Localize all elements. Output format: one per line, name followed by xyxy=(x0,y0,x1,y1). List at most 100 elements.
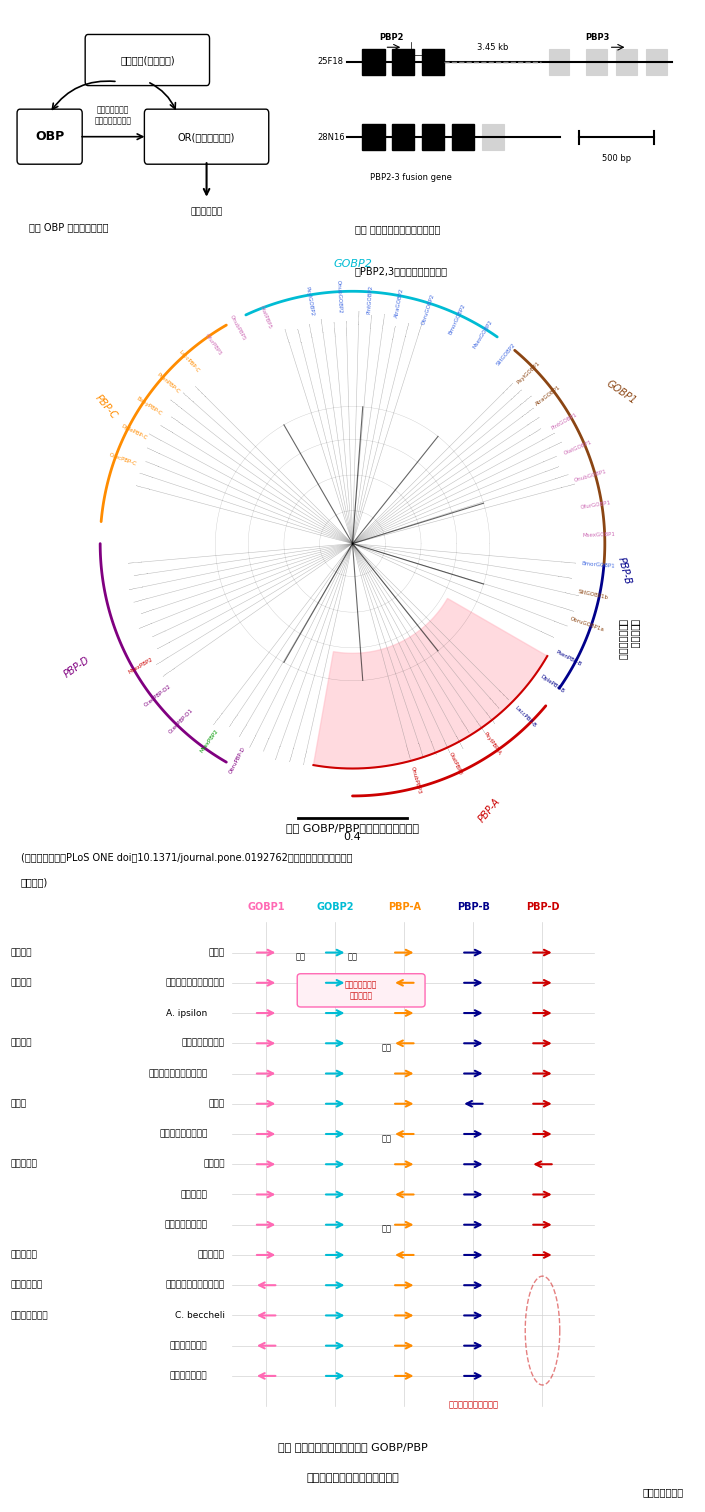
Text: 逆位: 逆位 xyxy=(382,1225,392,1234)
Text: PxylGOBP1: PxylGOBP1 xyxy=(517,361,541,386)
Text: OnubPBP3: OnubPBP3 xyxy=(410,765,422,794)
Text: PBP-B: PBP-B xyxy=(457,903,490,912)
Text: 28N16: 28N16 xyxy=(317,133,345,142)
Text: OBP: OBP xyxy=(35,130,64,144)
FancyBboxPatch shape xyxy=(85,35,209,86)
Text: シロチョウ科: シロチョウ科 xyxy=(11,1281,43,1290)
Text: 25F18: 25F18 xyxy=(317,57,343,67)
Text: ハチョウ科: ハチョウ科 xyxy=(11,1250,37,1259)
Text: CcecPBP-D1: CcecPBP-D1 xyxy=(168,708,195,735)
Bar xyxy=(422,124,444,151)
Text: AtraGOBP2: AtraGOBP2 xyxy=(394,287,405,318)
Bar xyxy=(452,124,474,151)
Text: AtraGOBP1: AtraGOBP1 xyxy=(535,384,563,407)
Text: MsexGOBP1: MsexGOBP1 xyxy=(582,532,615,538)
Text: PsenPBP-B: PsenPBP-B xyxy=(555,650,582,667)
Text: OlatPBP3: OlatPBP3 xyxy=(448,751,462,776)
Text: オオカバマダラ: オオカバマダラ xyxy=(170,1341,207,1350)
Text: カイコガ: カイコガ xyxy=(203,1160,225,1169)
Text: 脳へ情報伝達: 脳へ情報伝達 xyxy=(190,207,223,216)
Text: CcecPBP-D2: CcecPBP-D2 xyxy=(144,683,173,708)
Text: PBP-D: PBP-D xyxy=(526,903,559,912)
Bar xyxy=(549,48,570,76)
Text: シトガ科: シトガ科 xyxy=(11,978,32,987)
Text: 0.4: 0.4 xyxy=(343,832,362,842)
Text: ニミアケア: ニミアケア xyxy=(198,1250,225,1259)
Text: PintGOBP2: PintGOBP2 xyxy=(366,284,373,314)
Text: LaccPBP-B: LaccPBP-B xyxy=(514,705,537,727)
Text: GOBP1: GOBP1 xyxy=(247,903,285,912)
Text: PBP3: PBP3 xyxy=(585,33,610,42)
FancyBboxPatch shape xyxy=(17,109,82,165)
Text: 昼行性のチョウで欠失: 昼行性のチョウで欠失 xyxy=(448,1400,498,1409)
Text: OnubPBP5: OnubPBP5 xyxy=(229,314,247,342)
Bar xyxy=(392,124,415,151)
Text: PsenPBP-C: PsenPBP-C xyxy=(155,372,180,395)
Text: OlatGOBP1: OlatGOBP1 xyxy=(563,440,594,457)
Text: フラ科: フラ科 xyxy=(209,1099,225,1108)
Text: GOBP2: GOBP2 xyxy=(333,260,372,269)
Text: 匂い物質と結合
リンパ液中を輸送: 匂い物質と結合 リンパ液中を輸送 xyxy=(94,106,132,125)
Text: C. beccheli: C. beccheli xyxy=(175,1311,225,1320)
Text: PBP-A: PBP-A xyxy=(388,903,421,912)
Polygon shape xyxy=(314,599,547,768)
Text: PBP-A: PBP-A xyxy=(477,795,503,824)
Text: PBP2,3遺伝子の融合遺伝子: PBP2,3遺伝子の融合遺伝子 xyxy=(355,266,448,277)
Text: ObruGOBP2: ObruGOBP2 xyxy=(422,293,436,325)
Text: CcecPBP-C: CcecPBP-C xyxy=(108,452,137,467)
Text: OfurPBP5: OfurPBP5 xyxy=(204,333,222,357)
Text: PintGOBP1: PintGOBP1 xyxy=(551,411,579,431)
Text: OnubGOBP2: OnubGOBP2 xyxy=(336,280,343,313)
Text: LaccPBP-C: LaccPBP-C xyxy=(178,349,200,373)
Text: PBP2-3 fusion gene: PBP2-3 fusion gene xyxy=(369,174,452,183)
Text: ヨーロッパアワノメイガ: ヨーロッパアワノメイガ xyxy=(166,978,225,987)
Text: ObruPBP-D: ObruPBP-D xyxy=(228,745,247,774)
Text: タテハチョウ科: タテハチョウ科 xyxy=(170,1371,207,1380)
Text: ツトガ科に
特異的な遺伝子: ツトガ科に 特異的な遺伝子 xyxy=(618,618,640,661)
Bar xyxy=(587,48,607,76)
Text: （安河内祐二）: （安河内祐二） xyxy=(643,1486,684,1497)
Text: PBP-C: PBP-C xyxy=(94,393,119,420)
Text: BmorGOBP1: BmorGOBP1 xyxy=(582,561,615,569)
Text: SlitGOBP2: SlitGOBP2 xyxy=(496,342,517,366)
Text: 逆位: 逆位 xyxy=(295,953,306,962)
Bar xyxy=(646,48,667,76)
Text: PBP-D: PBP-D xyxy=(63,655,92,679)
Text: 逆位: 逆位 xyxy=(382,1043,392,1052)
Text: 図１ OBP の機能の模式図: 図１ OBP の機能の模式図 xyxy=(29,222,109,231)
Text: コナガ: コナガ xyxy=(209,948,225,957)
Text: SlitGOBP1b: SlitGOBP1b xyxy=(577,590,608,600)
Text: して使用): して使用) xyxy=(21,877,48,888)
Text: OfurGOBP1: OfurGOBP1 xyxy=(580,500,611,510)
Text: 逆位: 逆位 xyxy=(382,1134,392,1143)
Text: MsexPBP2: MsexPBP2 xyxy=(128,656,154,674)
Text: A. ipsilon: A. ipsilon xyxy=(166,1009,207,1018)
Text: 図４ チョウ目各上科における GOBP/PBP: 図４ チョウ目各上科における GOBP/PBP xyxy=(278,1442,427,1453)
Text: BmorGOBP2: BmorGOBP2 xyxy=(448,304,466,336)
Text: ノリマダラメイガ: ノリマダラメイガ xyxy=(182,1039,225,1048)
Text: GOBP2: GOBP2 xyxy=(317,903,354,912)
Bar xyxy=(392,48,415,76)
Text: MsexPBP2: MsexPBP2 xyxy=(199,729,219,754)
Text: OnubGOBP1: OnubGOBP1 xyxy=(573,469,607,482)
Text: PBP-B: PBP-B xyxy=(615,556,633,587)
Text: 遺伝子クラスターの構造比較: 遺伝子クラスターの構造比較 xyxy=(306,1473,399,1483)
Text: OR(膜タンパク質): OR(膜タンパク質) xyxy=(178,132,235,142)
Text: コナガ科: コナガ科 xyxy=(11,948,32,957)
FancyBboxPatch shape xyxy=(145,109,269,165)
Text: 3.45 kb: 3.45 kb xyxy=(477,44,508,53)
Text: ヤガ科: ヤガ科 xyxy=(11,1099,27,1108)
Text: シジミチョウ科: シジミチョウ科 xyxy=(11,1311,48,1320)
Text: PxylPBP-A: PxylPBP-A xyxy=(483,730,502,756)
Text: GOBP1: GOBP1 xyxy=(605,380,639,407)
Text: ObruGOBP1a: ObruGOBP1a xyxy=(570,617,605,632)
Text: 500 bp: 500 bp xyxy=(601,154,631,163)
Text: PxylGOBP2: PxylGOBP2 xyxy=(305,287,315,318)
Text: カイコガ科: カイコガ科 xyxy=(180,1190,207,1199)
Text: OlatPBP5: OlatPBP5 xyxy=(259,304,272,330)
Text: 転座: 転座 xyxy=(348,953,357,962)
Bar xyxy=(362,124,384,151)
Text: DplePBP-B: DplePBP-B xyxy=(540,674,565,694)
Text: 図３ GOBP/PBP遺伝子の分子系統樹: 図３ GOBP/PBP遺伝子の分子系統樹 xyxy=(286,823,419,833)
Text: カイコガ科: カイコガ科 xyxy=(11,1160,37,1169)
